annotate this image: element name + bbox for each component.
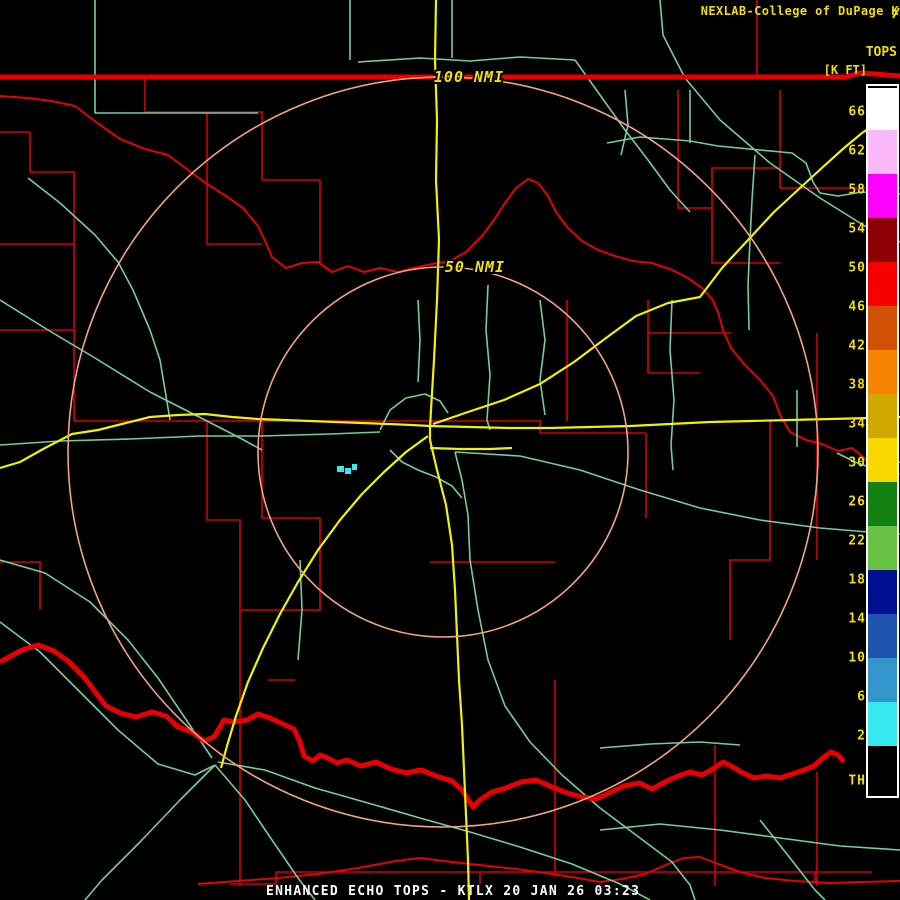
cimarron-river	[0, 95, 900, 475]
scale-units: [K FT]	[823, 63, 867, 77]
product-caption: ENHANCED ECHO TOPS - KTLX 20 JAN 26 03:2…	[266, 884, 641, 899]
washita-river	[197, 856, 900, 885]
colorbar-bands	[868, 0, 897, 900]
turner-turnpike	[432, 120, 881, 426]
colorbar-band	[868, 218, 897, 262]
colorbar-band	[868, 746, 897, 795]
echo-cell	[352, 464, 357, 470]
colorbar-band	[868, 350, 897, 394]
range-ring-label-inner: 50 NMI	[445, 258, 505, 276]
i44-southwest	[219, 435, 429, 769]
colorbar-band	[868, 614, 897, 658]
i35-south	[428, 439, 471, 900]
i40-east	[429, 415, 900, 430]
colorbar-frame	[866, 84, 899, 798]
rivers	[0, 95, 900, 885]
colorbar-band	[868, 438, 897, 482]
echo-cell	[337, 466, 344, 472]
scale-title: TOPS	[865, 45, 897, 60]
i35-north	[428, 0, 441, 429]
colorbar-band	[868, 174, 897, 218]
range-ring-label-outer: 100 NMI	[434, 68, 504, 86]
colorbar-band	[868, 130, 897, 174]
colorbar-band	[868, 306, 897, 350]
colorbar-band	[868, 526, 897, 570]
colorbar-band	[868, 262, 897, 306]
i40-west	[0, 412, 431, 470]
colorbar-band	[868, 658, 897, 702]
state-line	[0, 70, 900, 80]
canadian-river	[0, 642, 846, 810]
range-ring-inner	[257, 266, 629, 638]
clipped-glyph-icon	[892, 7, 900, 19]
echo-cell	[345, 468, 351, 474]
colorbar-band	[868, 482, 897, 526]
source-banner: NEXLAB-College of DuPage K	[700, 4, 899, 18]
colorbar-band	[868, 88, 897, 130]
colorbar-band	[868, 570, 897, 614]
colorbar-band	[868, 702, 897, 746]
colorbar-band	[868, 394, 897, 438]
range-ring-outer	[67, 76, 819, 828]
